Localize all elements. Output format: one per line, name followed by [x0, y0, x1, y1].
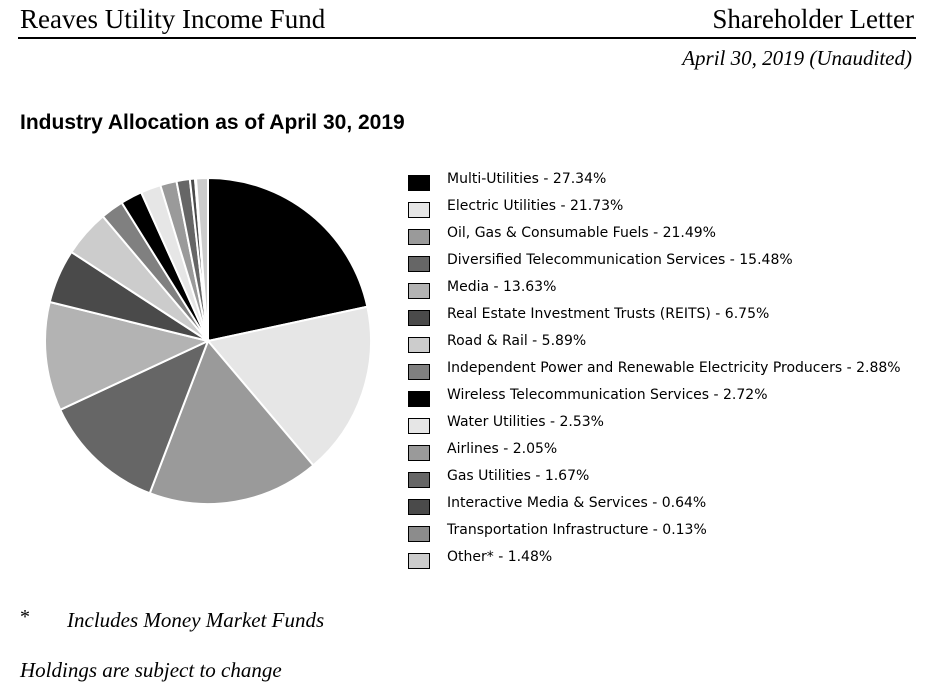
chart-title: Industry Allocation as of April 30, 2019 [20, 111, 405, 134]
legend-label: Diversified Telecommunication Services -… [447, 252, 793, 268]
report-date: April 30, 2019 (Unaudited) [682, 46, 912, 70]
legend-swatch [408, 202, 430, 218]
legend-swatch [408, 229, 430, 245]
legend-label: Independent Power and Renewable Electric… [447, 360, 901, 376]
legend-item: Media - 13.63% [408, 278, 928, 305]
legend-label: Other* - 1.48% [447, 549, 553, 565]
legend-item: Multi-Utilities - 27.34% [408, 170, 928, 197]
legend-label: Wireless Telecommunication Services - 2.… [447, 387, 768, 403]
document-type: Shareholder Letter [712, 4, 914, 34]
legend-item: Water Utilities - 2.53% [408, 413, 928, 440]
pie-slice [207, 176, 369, 343]
legend-label: Real Estate Investment Trusts (REITS) - … [447, 306, 770, 322]
legend-swatch [408, 499, 430, 515]
legend-item: Road & Rail - 5.89% [408, 332, 928, 359]
pie-slice [194, 176, 209, 342]
legend-swatch [408, 472, 430, 488]
legend-label: Oil, Gas & Consumable Fuels - 21.49% [447, 225, 716, 241]
legend-label: Road & Rail - 5.89% [447, 333, 587, 349]
legend-item: Gas Utilities - 1.67% [408, 467, 928, 494]
pie-slice [148, 339, 315, 505]
legend-swatch [408, 526, 430, 542]
legend-item: Diversified Telecommunication Services -… [408, 251, 928, 278]
legend-swatch [408, 283, 430, 299]
footnote-star: * [20, 606, 30, 628]
pie-chart [44, 176, 372, 505]
legend-item: Interactive Media & Services - 0.64% [408, 494, 928, 521]
legend-swatch [408, 310, 430, 326]
legend-swatch [408, 175, 430, 191]
legend-item: Electric Utilities - 21.73% [408, 197, 928, 224]
legend-label: Gas Utilities - 1.67% [447, 468, 590, 484]
fund-name: Reaves Utility Income Fund [20, 4, 326, 34]
legend-label: Multi-Utilities - 27.34% [447, 171, 607, 187]
chart-legend: Multi-Utilities - 27.34% Electric Utiliti… [408, 170, 928, 575]
legend-label: Interactive Media & Services - 0.64% [447, 495, 707, 511]
pie-slice [58, 339, 210, 495]
legend-swatch [408, 445, 430, 461]
legend-swatch [408, 553, 430, 569]
legend-swatch [408, 391, 430, 407]
legend-label: Water Utilities - 2.53% [447, 414, 604, 430]
legend-item: Wireless Telecommunication Services - 2.… [408, 386, 928, 413]
legend-item: Airlines - 2.05% [408, 440, 928, 467]
legend-swatch [408, 364, 430, 380]
footnote-money-market: Includes Money Market Funds [67, 608, 325, 632]
legend-swatch [408, 337, 430, 353]
footnote-holdings: Holdings are subject to change [20, 658, 282, 682]
legend-item: Transportation Infrastructure - 0.13% [408, 521, 928, 548]
legend-item: Real Estate Investment Trusts (REITS) - … [408, 305, 928, 332]
legend-swatch [408, 418, 430, 434]
legend-item: Independent Power and Renewable Electric… [408, 359, 928, 386]
legend-label: Airlines - 2.05% [447, 441, 558, 457]
legend-label: Transportation Infrastructure - 0.13% [447, 522, 707, 538]
page-header: Reaves Utility Income Fund Shareholder L… [18, 4, 916, 39]
legend-swatch [408, 256, 430, 272]
pie-slice [44, 300, 211, 412]
legend-label: Media - 13.63% [447, 279, 557, 295]
legend-label: Electric Utilities - 21.73% [447, 198, 624, 214]
pie-slice [206, 305, 372, 467]
legend-item: Other* - 1.48% [408, 548, 928, 575]
legend-item: Oil, Gas & Consumable Fuels - 21.49% [408, 224, 928, 251]
